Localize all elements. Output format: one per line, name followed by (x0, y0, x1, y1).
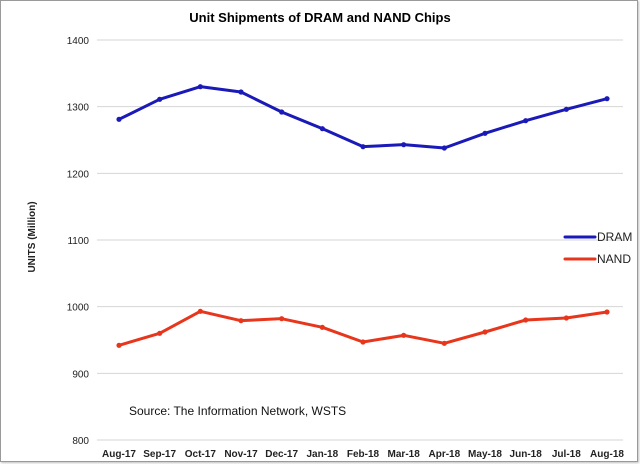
x-tick-label: Jun-18 (510, 449, 543, 460)
y-tick-label: 900 (72, 369, 89, 380)
data-point (238, 318, 244, 324)
x-axis-ticks: Aug-17 Sep-17 Oct-17 Nov-17 Dec-17 Jan-18 Feb-… (102, 449, 624, 460)
y-axis-label: UNITS (Million) (27, 201, 38, 272)
legend-label-nand: NAND (597, 252, 631, 266)
x-tick-label: Dec-17 (265, 449, 298, 460)
y-tick-label: 1200 (67, 169, 90, 180)
data-point (401, 332, 407, 338)
data-point (360, 339, 366, 345)
legend: DRAM NAND (563, 230, 632, 266)
y-tick-label: 1400 (67, 36, 90, 47)
y-tick-label: 1300 (67, 103, 90, 114)
legend-label-dram: DRAM (597, 230, 632, 244)
x-tick-label: Aug-18 (590, 449, 624, 460)
data-point (604, 309, 610, 315)
y-tick-label: 1000 (67, 303, 90, 314)
x-tick-label: Sep-17 (143, 449, 176, 460)
x-tick-label: Feb-18 (347, 449, 380, 460)
series (116, 84, 610, 348)
data-point (197, 84, 203, 90)
data-point (523, 317, 529, 323)
x-tick-label: May-18 (468, 449, 502, 460)
data-point (157, 330, 163, 336)
data-point (157, 96, 163, 102)
y-tick-label: 1100 (67, 236, 89, 247)
source-annotation: Source: The Information Network, WSTS (129, 404, 346, 418)
data-point (441, 145, 447, 151)
x-tick-label: Apr-18 (428, 449, 460, 460)
data-point (238, 89, 244, 95)
y-tick-label: 800 (72, 436, 89, 447)
data-point (197, 308, 203, 314)
x-tick-label: Jul-18 (552, 449, 581, 460)
data-point (563, 315, 569, 321)
data-point (116, 342, 122, 348)
data-point (523, 118, 529, 124)
x-tick-label: Jan-18 (306, 449, 338, 460)
data-point (482, 130, 488, 136)
data-point (604, 96, 610, 102)
data-point (441, 340, 447, 346)
data-point (319, 126, 325, 132)
series-line-dram (117, 85, 609, 150)
data-point (482, 329, 488, 335)
x-tick-label: Aug-17 (102, 449, 136, 460)
x-tick-label: Oct-17 (185, 449, 217, 460)
data-point (360, 144, 366, 150)
x-tick-label: Mar-18 (388, 449, 421, 460)
data-point (279, 109, 285, 115)
data-point (401, 142, 407, 148)
data-point (279, 316, 285, 322)
chart-title: Unit Shipments of DRAM and NAND Chips (189, 10, 450, 25)
y-axis-ticks: 800 900 1000 1100 1200 1300 1400 (67, 36, 90, 447)
gridlines (97, 39, 623, 441)
series-nand (116, 308, 610, 348)
x-tick-label: Nov-17 (224, 449, 258, 460)
data-point (563, 106, 569, 112)
data-point (319, 324, 325, 330)
data-point (116, 116, 122, 122)
series-dram (116, 84, 610, 151)
